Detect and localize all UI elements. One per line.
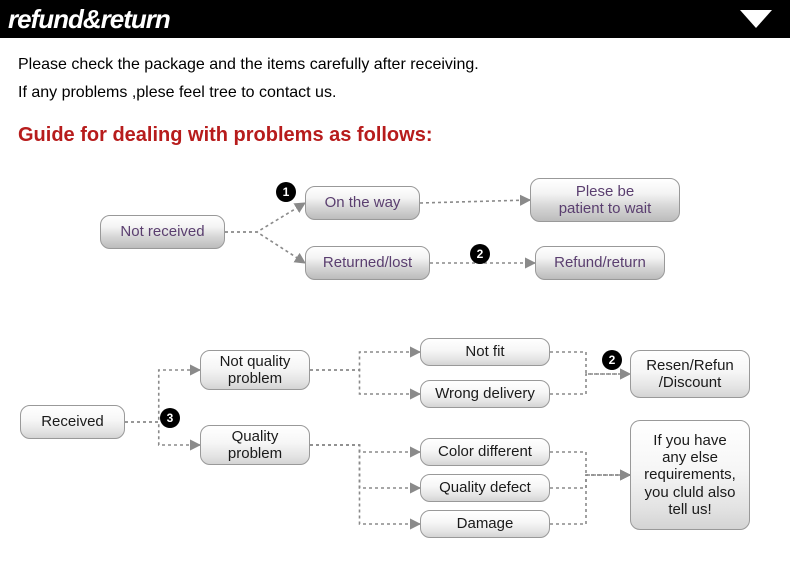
header-title: refund&return [8,4,170,35]
flow-node-quality_defect: Quality defect [420,474,550,502]
badge-b3: 3 [160,408,180,428]
edge-not_received-to-returned_lost [225,232,305,263]
flow-node-not_fit: Not fit [420,338,550,366]
header-bar: refund&return [0,0,790,38]
edge-not_quality-to-wrong_delivery [310,370,420,394]
edge-quality-to-color_diff [310,445,420,452]
flow-node-not_quality: Not qualityproblem [200,350,310,390]
edge-not_received-to-on_the_way [225,203,305,232]
flow-node-quality: Qualityproblem [200,425,310,465]
edge-wrong_delivery-to-resen [550,374,630,394]
edge-not_quality-to-not_fit [310,352,420,370]
edge-on_the_way-to-plese_wait [420,200,530,203]
guide-title: Guide for dealing with problems as follo… [18,124,790,147]
edge-quality-to-quality_defect [310,445,420,488]
edge-damage-to-tellus [550,475,630,524]
flow-node-wrong_delivery: Wrong delivery [420,380,550,408]
flow-node-color_diff: Color different [420,438,550,466]
flow-node-plese_wait: Plese bepatient to wait [530,178,680,222]
intro-line-2: If any problems ,plese feel tree to cont… [18,84,772,102]
edge-quality-to-damage [310,445,420,524]
flow-node-received: Received [20,405,125,439]
flow-node-not_received: Not received [100,215,225,249]
flow-node-on_the_way: On the way [305,186,420,220]
flow-node-resen: Resen/Refun/Discount [630,350,750,398]
intro-text: Please check the package and the items c… [0,38,790,118]
header-arrow-down-icon [740,10,772,28]
badge-b2: 2 [470,244,490,264]
flow-node-returned_lost: Returned/lost [305,246,430,280]
flow-node-tellus: If you haveany elserequirements,you clul… [630,420,750,530]
edge-color_diff-to-tellus [550,452,630,475]
badge-b4: 2 [602,350,622,370]
intro-line-1: Please check the package and the items c… [18,56,772,74]
flow-node-refund_return: Refund/return [535,246,665,280]
flow-node-damage: Damage [420,510,550,538]
edge-quality_defect-to-tellus [550,475,630,488]
badge-b1: 1 [276,182,296,202]
